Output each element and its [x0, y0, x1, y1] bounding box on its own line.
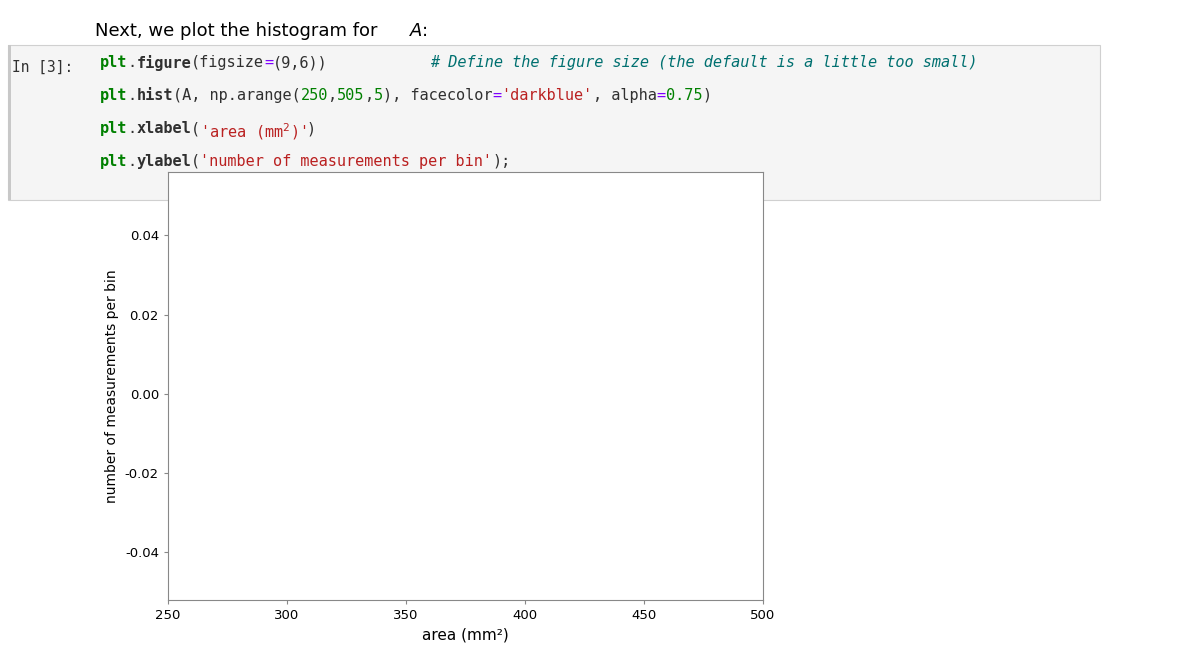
- Text: .: .: [127, 121, 137, 136]
- Text: plt: plt: [100, 55, 127, 70]
- Text: 'area (mm$^2$)': 'area (mm$^2$)': [200, 121, 307, 142]
- Text: ): ): [307, 121, 316, 136]
- Text: );: );: [492, 154, 511, 169]
- Text: .: .: [127, 88, 137, 103]
- Text: In [3]:: In [3]:: [12, 60, 73, 75]
- Text: plt: plt: [100, 121, 127, 136]
- Text: A: A: [410, 22, 422, 40]
- Text: :: :: [422, 22, 428, 40]
- Text: .: .: [127, 154, 137, 169]
- Text: 'darkblue': 'darkblue': [502, 88, 593, 103]
- Text: 250: 250: [301, 88, 328, 103]
- Text: hist: hist: [137, 88, 173, 103]
- Text: 5: 5: [373, 88, 383, 103]
- Text: # Define the figure size (the default is a little too small): # Define the figure size (the default is…: [430, 55, 978, 70]
- Text: =: =: [656, 88, 666, 103]
- Text: xlabel: xlabel: [137, 121, 191, 136]
- Text: , alpha: , alpha: [593, 88, 656, 103]
- Text: 505: 505: [337, 88, 365, 103]
- Text: plt: plt: [100, 154, 127, 169]
- Text: ): ): [702, 88, 712, 103]
- Text: (9,6)): (9,6)): [274, 55, 328, 70]
- Text: .: .: [127, 55, 137, 70]
- Text: (: (: [191, 154, 200, 169]
- Text: (A, np.arange(: (A, np.arange(: [173, 88, 301, 103]
- Text: ,: ,: [328, 88, 337, 103]
- Y-axis label: number of measurements per bin: number of measurements per bin: [106, 269, 119, 503]
- Text: Next, we plot the histogram for: Next, we plot the histogram for: [95, 22, 383, 40]
- Text: ylabel: ylabel: [137, 154, 191, 169]
- X-axis label: area (mm²): area (mm²): [422, 627, 509, 643]
- Text: figure: figure: [137, 55, 191, 71]
- Text: 'number of measurements per bin': 'number of measurements per bin': [200, 154, 492, 169]
- Bar: [8, 45, 11, 200]
- Text: plt: plt: [100, 88, 127, 103]
- Text: 0.75: 0.75: [666, 88, 702, 103]
- Text: (figsize: (figsize: [191, 55, 264, 70]
- Text: ,: ,: [365, 88, 373, 103]
- Text: (: (: [191, 121, 200, 136]
- Text: =: =: [264, 55, 274, 70]
- Text: ), facecolor: ), facecolor: [383, 88, 492, 103]
- Bar: [8, 45, 1100, 200]
- Text: =: =: [492, 88, 502, 103]
